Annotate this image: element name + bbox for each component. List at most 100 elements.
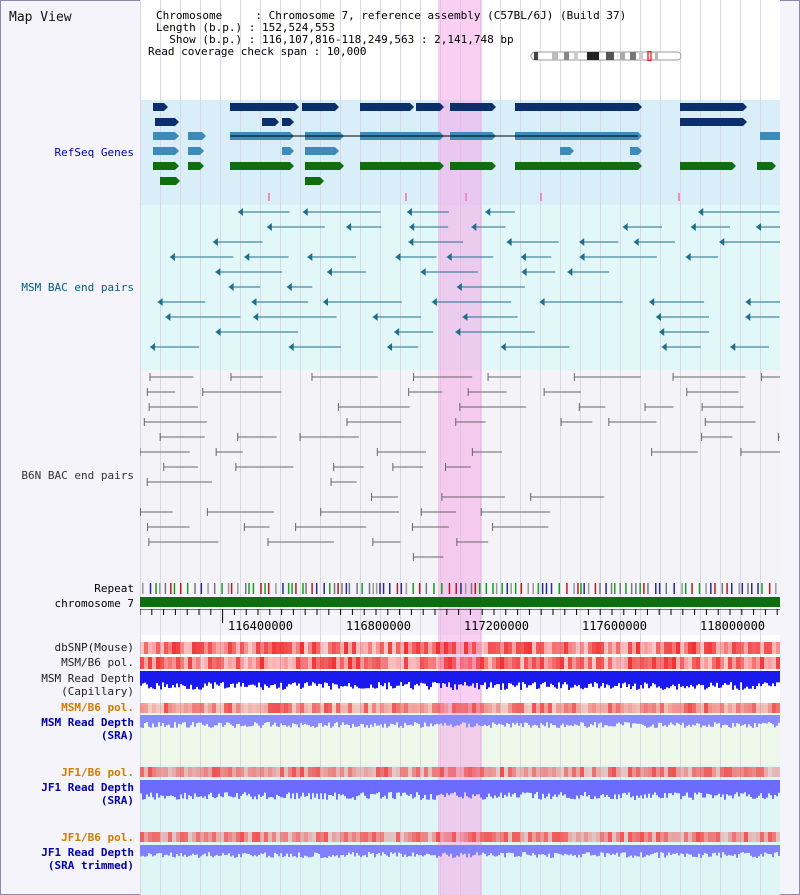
depth-bar <box>220 845 222 856</box>
depth-bar <box>192 715 194 723</box>
repeat-mark <box>738 583 741 594</box>
msm-depth-capillary-track[interactable] <box>140 671 780 691</box>
repeat-mark <box>337 583 339 594</box>
depth-bar <box>446 780 448 794</box>
depth-bar <box>624 715 626 723</box>
b6n-bac-track[interactable] <box>140 370 780 580</box>
depth-bar <box>574 845 576 855</box>
depth-bar <box>376 780 378 794</box>
heat-cell <box>372 767 376 777</box>
depth-bar <box>774 671 776 687</box>
depth-bar <box>484 780 486 800</box>
refseq-genes-track[interactable] <box>140 100 780 205</box>
depth-bar <box>456 845 458 856</box>
depth-bar <box>494 845 496 857</box>
chromosome-ideogram[interactable] <box>530 51 682 61</box>
dbsnp-track[interactable] <box>140 642 780 654</box>
heat-cell <box>312 832 316 842</box>
heat-cell <box>596 703 600 713</box>
depth-bar <box>670 671 672 687</box>
depth-bar <box>594 671 596 683</box>
depth-bar <box>446 715 448 726</box>
msm-bac-track[interactable] <box>140 205 780 370</box>
heat-cell <box>364 767 368 777</box>
depth-bar <box>156 715 158 727</box>
depth-bar <box>640 671 642 686</box>
depth-bar <box>566 780 568 798</box>
depth-bar <box>216 780 218 798</box>
heat-cell <box>268 642 272 654</box>
jf1-depth-trim-track[interactable] <box>140 845 780 863</box>
heat-cell <box>328 767 332 777</box>
repeat-mark <box>705 583 707 594</box>
gene-arrow <box>175 162 179 170</box>
depth-bar <box>456 715 458 726</box>
heat-cell <box>192 703 196 713</box>
depth-bar <box>612 780 614 799</box>
depth-bar <box>166 715 168 726</box>
repeat-track[interactable] <box>140 583 780 594</box>
heat-cell <box>516 703 520 713</box>
depth-bar <box>310 780 312 800</box>
depth-bar <box>368 780 370 799</box>
heat-cell <box>228 832 232 842</box>
gene-arrow <box>440 162 444 170</box>
heat-cell <box>344 657 348 669</box>
heat-cell <box>624 703 628 713</box>
heat-cell <box>380 703 384 713</box>
heat-cell <box>492 832 496 842</box>
depth-bar <box>552 780 554 797</box>
repeat-mark <box>287 583 290 594</box>
jf1-b6-pol-trim-track[interactable] <box>140 832 780 842</box>
repeat-mark <box>577 583 579 594</box>
repeat-mark <box>681 583 683 594</box>
gene-arrow <box>638 103 642 111</box>
heat-cell <box>304 703 308 713</box>
depth-bar <box>252 780 254 800</box>
gene-block <box>305 147 335 155</box>
heat-cell <box>532 657 536 669</box>
depth-bar <box>438 715 440 725</box>
gene-arrow <box>290 118 294 126</box>
depth-bar <box>218 845 220 857</box>
depth-bar <box>458 780 460 798</box>
depth-bar <box>692 780 694 800</box>
depth-bar <box>152 715 154 724</box>
depth-bar <box>690 715 692 727</box>
depth-bar <box>586 671 588 688</box>
repeat-mark <box>142 583 144 594</box>
bac-end-marker <box>471 223 477 231</box>
depth-bar <box>750 715 752 727</box>
bac-end-marker <box>698 208 704 216</box>
heat-cell <box>496 642 500 654</box>
heat-cell <box>176 642 180 654</box>
heat-cell <box>176 832 180 842</box>
depth-bar <box>414 845 416 857</box>
msm-b6-pol-track[interactable] <box>140 657 780 669</box>
repeat-mark <box>230 583 233 594</box>
depth-bar <box>208 780 210 795</box>
depth-bar <box>418 780 420 795</box>
depth-bar <box>222 715 224 727</box>
heat-cell <box>340 642 344 654</box>
repeat-mark <box>470 583 473 594</box>
msm-b6-pol-sra-track[interactable] <box>140 703 780 713</box>
depth-bar <box>320 671 322 685</box>
gene-block <box>450 162 492 170</box>
depth-bar <box>148 845 150 854</box>
depth-bar <box>152 780 154 798</box>
depth-bar <box>626 780 628 795</box>
heat-cell <box>292 642 296 654</box>
heat-cell <box>236 832 240 842</box>
depth-bar <box>596 715 598 728</box>
heat-cell <box>576 832 580 842</box>
repeat-mark <box>361 583 363 594</box>
heat-cell <box>160 767 164 777</box>
heat-cell <box>428 703 432 713</box>
depth-bar <box>672 780 674 796</box>
jf1-depth-track[interactable] <box>140 780 780 814</box>
jf1-b6-pol-track[interactable] <box>140 767 780 777</box>
msm-depth-sra-track[interactable] <box>140 715 780 729</box>
depth-bar <box>306 671 308 683</box>
depth-bar <box>148 671 150 689</box>
